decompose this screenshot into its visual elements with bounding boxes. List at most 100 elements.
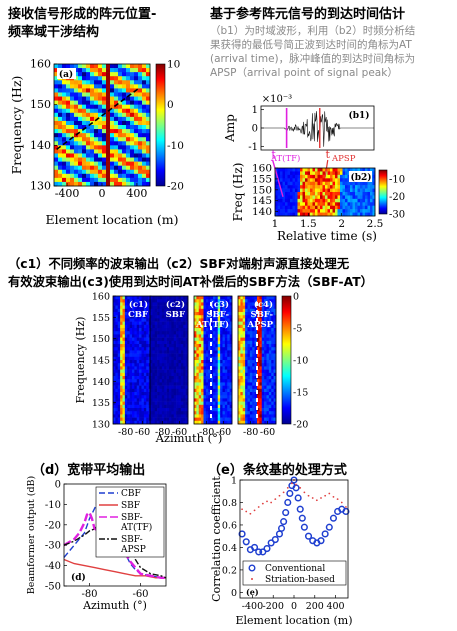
b2-heatmap-cell [330, 185, 333, 189]
c-heatmap-cell [220, 296, 223, 300]
a-heatmap-cell [146, 165, 151, 171]
d-ytick-label: -20 [45, 520, 61, 531]
b2-heatmap-cell [287, 181, 291, 186]
c-heatmap-cell [240, 356, 244, 361]
c-heatmap-cell [129, 356, 133, 361]
c-heatmap-cell [249, 363, 253, 367]
a-heatmap-cell [118, 116, 123, 122]
c-heatmap-cell [117, 398, 121, 402]
c-heatmap-cell [169, 344, 172, 348]
c-heatmap-cell [141, 305, 145, 310]
c-heatmap-cell [203, 363, 207, 367]
c-heatmap-cell [157, 417, 160, 422]
b2-heatmap-cell [365, 202, 368, 207]
a-heatmap-cell [138, 92, 143, 97]
b2-heatmap-cell [315, 209, 318, 213]
c-heatmap-cell [217, 417, 221, 422]
a-heatmap-cell [146, 96, 151, 101]
c-heatmap-cell [146, 379, 149, 383]
b2-heatmap-cell [355, 205, 358, 210]
a-heatmap-cell [54, 100, 59, 105]
c-heatmap-cell [196, 401, 200, 406]
b2-heatmap-cell [292, 205, 296, 210]
c-heatmap-cell [113, 385, 116, 390]
c-heatmap-cell [196, 353, 200, 358]
c-ytick-label: 145 [92, 356, 110, 367]
a-heatmap-cell [70, 84, 75, 89]
c-heatmap-cell [194, 340, 197, 345]
b2-heatmap-cell [332, 195, 336, 200]
c-heatmap-cell [134, 417, 138, 422]
c-heatmap-cell [261, 328, 265, 332]
c-heatmap-cell [183, 356, 186, 361]
c-heatmap-cell [194, 318, 197, 322]
c-heatmap-cell [254, 379, 258, 383]
a-heatmap-cell [90, 76, 95, 81]
b2-heatmap-cell [287, 205, 291, 210]
c-heatmap-cell [183, 404, 186, 409]
c-heatmap-cell [254, 347, 258, 351]
c-heatmap-cell [198, 331, 202, 335]
c-heatmap-cell [229, 340, 233, 345]
c-heatmap-cell [208, 328, 211, 332]
b2-heatmap-cell [285, 185, 288, 189]
c-heatmap-cell [173, 334, 177, 338]
c-heatmap-cell [245, 305, 248, 310]
c-heatmap-cell [166, 360, 170, 364]
c-heatmap-cell [183, 385, 186, 390]
c-heatmap-cell [245, 382, 248, 386]
c-heatmap-cell [136, 376, 140, 380]
b2-heatmap-cell [362, 188, 366, 193]
c-heatmap-cell [141, 340, 145, 345]
c-heatmap-cell [259, 366, 263, 370]
b2-ytick-label: 155 [252, 173, 272, 185]
c-heatmap-cell [178, 344, 182, 348]
c-ytick-label: 130 [92, 420, 110, 431]
c-heatmap-cell [136, 305, 140, 310]
c-heatmap-cell [264, 408, 267, 412]
a-heatmap-cell [90, 68, 95, 73]
b2-heatmap-cell [305, 198, 308, 203]
c-heatmap-cell [196, 395, 200, 399]
c-heatmap-cell [146, 395, 149, 399]
c-heatmap-cell [240, 382, 244, 386]
c-heatmap-cell [152, 344, 156, 348]
a-heatmap-cell [114, 100, 119, 105]
c-heatmap-cell [183, 420, 186, 425]
a-heatmap-cell [138, 145, 143, 150]
c-heatmap-cell [185, 379, 189, 383]
b2-heatmap-cell [277, 171, 281, 176]
c-heatmap-cell [176, 299, 179, 303]
c-heatmap-cell [143, 302, 147, 306]
b2-heatmap-cell [305, 178, 308, 183]
a-heatmap-cell [114, 120, 119, 126]
b2-heatmap-cell [277, 198, 281, 203]
a-heatmap-cell [58, 177, 63, 183]
c-heatmap-cell [208, 379, 211, 383]
c-heatmap-cell [176, 417, 179, 422]
b2-heatmap-cell [285, 209, 288, 213]
c-heatmap-cell [257, 324, 260, 329]
c-heatmap-cell [139, 382, 142, 386]
a-heatmap-cell [130, 68, 135, 73]
c-heatmap-cell [113, 347, 116, 351]
a-heatmap-cell [58, 116, 63, 122]
c-heatmap-cell [247, 299, 251, 303]
a-heatmap-cell [118, 145, 123, 150]
a-heatmap-cell [126, 129, 131, 134]
caption-b-note4: APSP（arrival point of signal peak） [210, 67, 398, 79]
b2-heatmap-cell [297, 168, 301, 172]
b2-heatmap-cell [292, 171, 296, 176]
b2-heatmap-cell [320, 192, 323, 196]
c-heatmap-cell [215, 296, 219, 300]
c-heatmap-cell [220, 302, 223, 306]
a-heatmap-cell [134, 116, 139, 122]
c-heatmap-cell [117, 401, 121, 406]
c-heatmap-cell [220, 331, 223, 335]
c-heatmap-cell [252, 318, 255, 322]
a-heatmap-cell [114, 141, 119, 146]
c-heatmap-cell [120, 315, 123, 319]
c-heatmap-cell [240, 401, 244, 406]
c-heatmap-cell [208, 356, 211, 361]
a-heatmap-cell [146, 84, 151, 89]
